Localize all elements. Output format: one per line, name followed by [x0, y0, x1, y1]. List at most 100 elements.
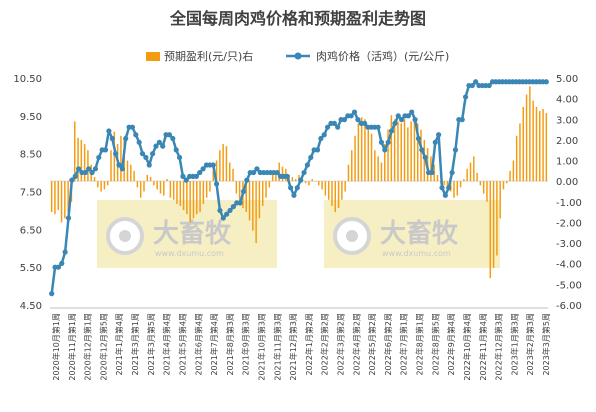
profit-bar: [67, 181, 69, 213]
x-tick-label: 2022年1月第2周: [304, 313, 314, 376]
profit-bar: [522, 106, 524, 182]
profit-bar: [258, 181, 261, 219]
x-tick-label: 2023年3月第5周: [541, 313, 551, 376]
profit-bar: [499, 181, 501, 219]
profit-bar: [110, 150, 112, 182]
profit-bar: [479, 181, 482, 186]
profit-bar: [314, 181, 317, 182]
price-point: [123, 135, 129, 142]
price-point: [486, 82, 492, 89]
y-right-tick-label: 4.00: [556, 95, 578, 106]
y-left-tick-label: 8.50: [20, 150, 42, 161]
profit-bar: [463, 179, 465, 182]
profit-bar: [166, 179, 168, 182]
y-axis-left: 4.50 5.50 6.50 7.50 8.50 9.50 10.50: [13, 74, 42, 312]
legend-bar-swatch: [146, 52, 160, 61]
profit-bar: [393, 119, 396, 182]
profit-bar: [196, 181, 198, 215]
price-point: [197, 169, 203, 176]
x-tick-label: 2021年9月第3周: [241, 313, 251, 376]
profit-bar: [357, 123, 360, 182]
x-tick-label: 2022年6月第2周: [383, 313, 393, 376]
profit-bar: [212, 170, 214, 182]
price-point: [156, 139, 162, 145]
profit-bar: [456, 181, 459, 196]
profit-bar: [192, 181, 195, 219]
x-tick-label: 2022年11月第4周: [478, 313, 488, 381]
price-point: [412, 117, 418, 123]
profit-bar: [387, 129, 389, 182]
profit-bar: [205, 181, 208, 198]
price-point: [55, 264, 62, 270]
price-point: [139, 151, 146, 157]
y-right-tick-label: -6.00: [556, 301, 582, 312]
profit-bar: [64, 181, 66, 219]
x-tick-label: 2022年12月第3周: [494, 313, 504, 381]
x-tick-label: 2023年2月第3周: [525, 313, 535, 376]
profit-bar: [100, 181, 102, 192]
profit-bar: [420, 129, 422, 182]
y-left-tick-label: 9.50: [20, 112, 42, 123]
price-point: [331, 120, 337, 126]
profit-bar: [199, 181, 201, 213]
price-point: [82, 169, 88, 176]
price-point: [543, 79, 549, 85]
price-point: [375, 124, 381, 130]
x-tick-label: 2021年3月第5周: [146, 313, 156, 376]
price-point: [86, 166, 92, 172]
profit-bar: [146, 174, 149, 182]
price-point: [250, 169, 257, 176]
y-right-tick-label: 0.00: [556, 177, 578, 188]
x-tick-label: 2021年8月第3周: [225, 313, 235, 376]
watermark-url: www.dxumu.com: [382, 249, 451, 258]
x-tick-label: 2022年9月第4周: [446, 313, 456, 376]
profit-bar: [509, 170, 511, 182]
profit-bar: [189, 181, 191, 223]
price-point: [230, 204, 236, 210]
profit-bar: [153, 181, 155, 186]
profit-bar: [311, 179, 313, 182]
y-left-tick-label: 10.50: [13, 74, 42, 85]
x-tick-label: 2022年7月第1周: [399, 313, 409, 376]
profit-bar: [248, 181, 251, 221]
y-left-tick-label: 4.50: [20, 301, 42, 312]
profit-bar: [377, 156, 379, 182]
profit-bar: [163, 181, 165, 196]
price-point: [150, 151, 156, 157]
profit-bar: [159, 181, 162, 194]
price-point: [113, 151, 119, 157]
profit-bar: [215, 160, 218, 182]
price-point: [220, 215, 226, 221]
profit-bar: [261, 181, 264, 206]
y-left-tick-label: 7.50: [20, 188, 42, 199]
profit-bar: [476, 172, 478, 182]
profit-bar: [473, 156, 475, 182]
profit-bar: [235, 181, 238, 194]
price-point: [452, 147, 459, 153]
profit-bar: [367, 125, 369, 182]
x-tick-label: 2022年2月第2周: [320, 313, 330, 376]
profit-bar: [321, 181, 323, 190]
y-right-tick-label: 5.00: [556, 74, 578, 85]
profit-bar: [416, 123, 419, 182]
profit-bar: [113, 131, 116, 182]
y-right-tick-label: -5.00: [556, 280, 582, 291]
price-point: [462, 94, 469, 100]
x-tick-label: 2020年10月第1周: [51, 313, 61, 381]
price-point: [314, 147, 321, 153]
profit-bar: [436, 174, 439, 182]
price-point: [244, 177, 250, 183]
profit-bar: [179, 181, 182, 206]
x-axis: 2020年10月第1周 2020年11月第1周 2020年12月第1周 2020年12…: [50, 307, 551, 381]
price-point: [287, 185, 294, 191]
price-point: [439, 185, 445, 191]
price-point: [304, 162, 311, 168]
y-right-tick-label: -1.00: [556, 198, 582, 209]
price-point: [442, 192, 448, 198]
profit-bar: [496, 181, 498, 256]
profit-bar: [529, 86, 531, 182]
profit-bar: [331, 181, 333, 206]
profit-bar: [149, 177, 152, 182]
